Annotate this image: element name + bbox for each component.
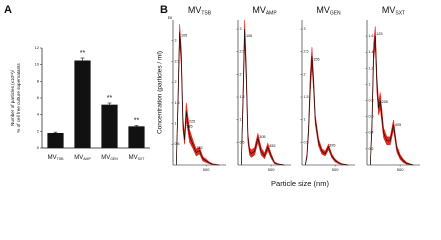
panel-title-sub: AMP [266,11,278,17]
mean-line [304,56,349,166]
peak-label: 395 [329,144,335,148]
y-tick-label: 1.2 [369,66,374,70]
error-band [241,19,285,166]
x-tick-label: 500 [268,167,275,172]
y-tick-label: 8 [37,78,40,83]
peak-label: 125 [376,32,382,36]
peak-label: 225 [189,120,195,124]
y-tick-label: 0 [37,145,40,150]
y-tick-label: 1.5 [175,101,180,105]
peak-label: 105 [246,34,252,38]
x-tick-label-sub: TSB [57,157,64,161]
y-tick-label: 2 [37,128,40,133]
y-axis-label: % of cell free culture supernatants [16,63,21,133]
panel-title: MVAMP [252,5,277,17]
y-tick-label: 2 [240,72,242,76]
panel-title-main: MV [382,5,396,15]
significance: ** [134,117,140,124]
panel-title-sub: SXT [395,11,405,17]
x-tick-label: 500 [332,167,339,172]
x-tick-label-main: MV [48,155,57,161]
peak-label: 335 [196,146,202,150]
mean-line [175,32,220,166]
x-tick-label-main: MV [129,155,138,161]
y-tick-label: 1.5 [304,95,309,99]
y-tick-label: 2.5 [175,59,180,63]
y-tick-label: 0.8 [369,99,374,103]
y-tick-label: 6 [37,95,40,100]
mean-line [369,36,414,166]
panel-title-sub: GEN [330,11,341,17]
y-tick-label: 0.5 [304,140,309,144]
y-tick-label: 2.5 [304,50,309,54]
error-band [176,24,220,166]
bar [101,104,118,148]
peak-label: 105 [181,33,187,37]
x-axis-label: Particle size (nm) [271,179,329,188]
panel-title-sub: TSB [201,11,211,17]
x-tick-label-main: MV [101,155,110,161]
y-tick-label: 12 [35,45,40,50]
x-tick-label-sub: AMP [83,157,91,161]
y-axis-label: Number of particles (x10¹¹)/ [10,69,15,126]
bar [128,126,145,148]
y-axis-label: Concentration (particles / ml) [157,51,164,134]
bar [74,60,91,148]
panel-title-main: MV [252,5,266,15]
x-tick-label: 500 [397,167,404,172]
x-tick-label: MVSXT [129,155,146,161]
peak-label: 155 [313,58,319,62]
mean-line [240,29,285,166]
y-tick-label: 3 [304,27,306,31]
panel-title-main: MV [316,5,330,15]
y-tick-label: 1.6 [369,34,374,38]
y-tick-label: 1 [175,122,177,126]
x-tick-label-sub: GEN [110,157,118,161]
significance: ** [80,50,86,57]
panel-label: A [4,4,12,16]
y-tick-label: 1 [369,82,371,86]
panel-title: MVSXT [382,5,405,17]
y-tick-label: 2.5 [240,50,245,54]
y-tick-label: 4 [37,112,40,117]
y-tick-label: 2 [175,80,177,84]
peak-label: 205 [382,100,388,104]
error-band [370,26,414,166]
y-tick-label: 1.5 [240,95,245,99]
panel-title-main: MV [188,5,202,15]
panel-label: B [160,4,168,16]
significance: ** [107,95,113,102]
y-tick-label: 0.6 [369,115,374,119]
y-tick-label: 3 [240,27,242,31]
x-tick-label: MVAMP [74,155,91,161]
figure: A Number of particles (x10¹¹)/% of cell f… [4,4,420,188]
y-tick-label: 10 [35,62,40,67]
bar [47,133,64,148]
y-tick-label: 1 [304,118,306,122]
y-tick-label: 0.4 [369,131,374,135]
scale-note: E8 [168,16,172,20]
y-tick-label: 1 [240,118,242,122]
x-tick-label-main: MV [74,155,83,161]
x-tick-label-sub: SXT [138,157,146,161]
peak-label: 305 [259,135,265,139]
x-tick-label: 500 [203,167,210,172]
panel-title: MVGEN [316,5,341,17]
x-tick-label: MVTSB [48,155,64,161]
error-band [305,47,349,166]
panel-title: MVTSB [188,5,212,17]
peak-label: 455 [269,144,275,148]
y-tick-label: 3 [175,39,177,43]
y-tick-label: 1.4 [369,50,374,54]
peak-label: 405 [395,123,401,127]
y-tick-label: 2 [304,72,306,76]
x-tick-label: MVGEN [101,155,118,161]
peak-label: 185 [186,125,192,129]
